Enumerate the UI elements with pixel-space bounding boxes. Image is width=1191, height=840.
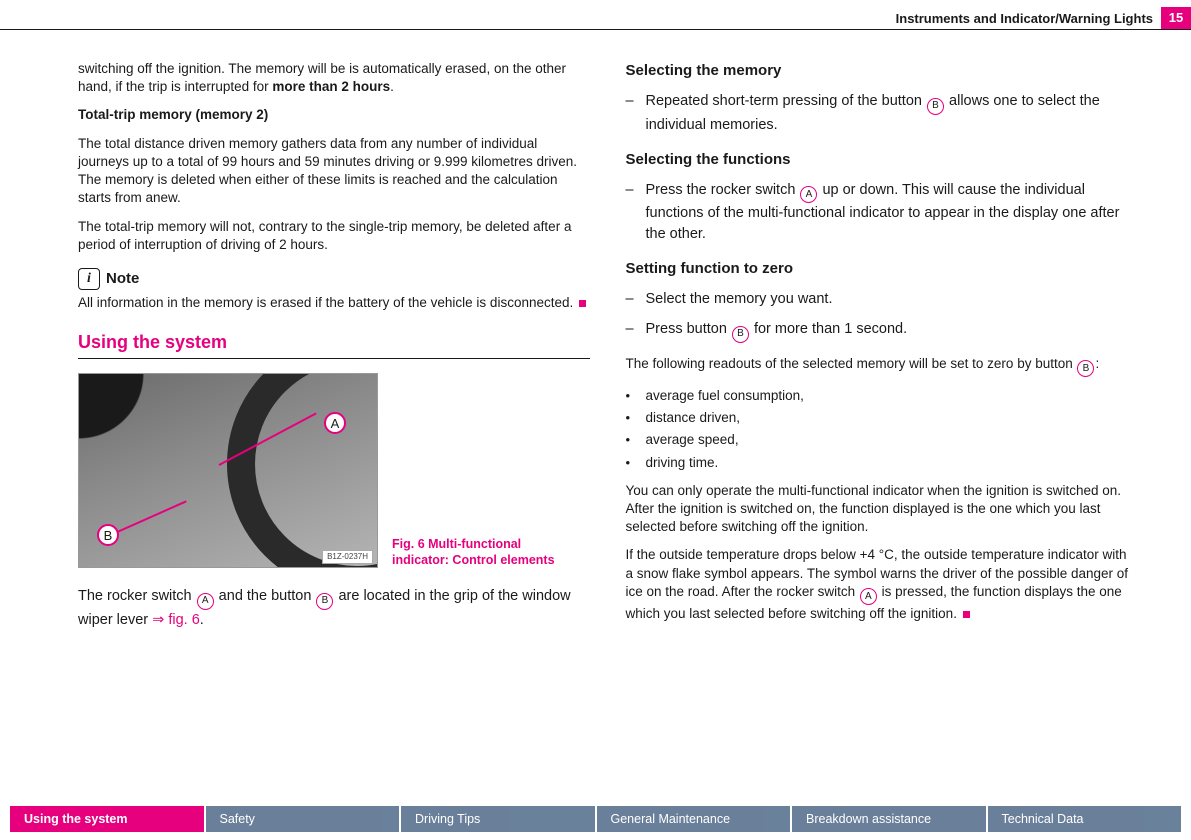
text: Repeated short-term pressing of the butt… [646, 91, 1138, 135]
note-label: Note [106, 269, 139, 289]
right-column: Selecting the memory – Repeated short-te… [626, 60, 1138, 780]
left-column: switching off the ignition. The memory w… [78, 60, 590, 780]
label-b-icon: B [316, 593, 333, 610]
subheading: Selecting the memory [626, 60, 1138, 81]
bullet-icon: • [626, 409, 634, 427]
list-item: • average fuel consumption, [626, 387, 1138, 405]
figure-image: A B B1Z-0237H [78, 373, 378, 568]
text: The following readouts of the selected m… [626, 356, 1077, 371]
list-item: • distance driven, [626, 409, 1138, 427]
label-b-icon: B [927, 98, 944, 115]
label-a-icon: A [800, 186, 817, 203]
subheading: Setting function to zero [626, 258, 1138, 279]
end-square-icon [963, 611, 970, 618]
text: Press the rocker switch [646, 182, 800, 198]
callout-line [115, 501, 187, 535]
page-number: 15 [1161, 7, 1191, 29]
end-square-icon [579, 300, 586, 307]
tab-breakdown-assistance[interactable]: Breakdown assistance [792, 806, 986, 832]
para: If the outside temperature drops below +… [626, 546, 1138, 623]
bullet-icon: • [626, 431, 634, 449]
info-icon: i [78, 268, 100, 290]
label-a-icon: A [197, 593, 214, 610]
para: The following readouts of the selected m… [626, 355, 1138, 377]
para: The rocker switch A and the button B are… [78, 586, 590, 630]
text: Repeated short-term pressing of the butt… [646, 93, 927, 109]
figure: A B B1Z-0237H Fig. 6 Multi-functional in… [78, 373, 590, 568]
list-item: – Press the rocker switch A up or down. … [626, 180, 1138, 244]
arrow-icon: ⇒ [152, 612, 168, 628]
tab-technical-data[interactable]: Technical Data [988, 806, 1182, 832]
section-title: Instruments and Indicator/Warning Lights [896, 11, 1153, 26]
list-item: • average speed, [626, 431, 1138, 449]
bullet-icon: • [626, 454, 634, 472]
para: switching off the ignition. The memory w… [78, 60, 590, 96]
tab-general-maintenance[interactable]: General Maintenance [597, 806, 791, 832]
text: Press the rocker switch A up or down. Th… [646, 180, 1138, 244]
note-heading: i Note [78, 268, 590, 290]
list-item: – Press button B for more than 1 second. [626, 319, 1138, 343]
steering-wheel-graphic [227, 373, 378, 568]
callout-b: B [97, 524, 119, 546]
text: average fuel consumption, [646, 387, 804, 405]
text: : [1095, 356, 1099, 371]
figure-ref: B1Z-0237H [322, 550, 373, 565]
para: The total-trip memory will not, contrary… [78, 218, 590, 254]
text: and the button [215, 588, 316, 604]
tab-safety[interactable]: Safety [206, 806, 400, 832]
tab-using-system[interactable]: Using the system [10, 806, 204, 832]
label-a-icon: A [860, 588, 877, 605]
list-item: – Repeated short-term pressing of the bu… [626, 91, 1138, 135]
text: All information in the memory is erased … [78, 295, 573, 310]
para: You can only operate the multi-functiona… [626, 482, 1138, 537]
text: driving time. [646, 454, 719, 472]
text: Select the memory you want. [646, 289, 833, 309]
dashboard-graphic [79, 374, 179, 474]
figure-caption: Fig. 6 Multi-functional indicator: Contr… [392, 536, 562, 569]
dash-bullet-icon: – [626, 319, 636, 343]
text: Press button [646, 321, 731, 337]
para: The total distance driven memory gathers… [78, 135, 590, 208]
text: for more than 1 second. [750, 321, 907, 337]
label-b-icon: B [1077, 360, 1094, 377]
text: . [200, 612, 204, 628]
tab-driving-tips[interactable]: Driving Tips [401, 806, 595, 832]
dash-bullet-icon: – [626, 91, 636, 135]
label-b-icon: B [732, 326, 749, 343]
list-item: • driving time. [626, 454, 1138, 472]
dash-bullet-icon: – [626, 180, 636, 244]
text: Press button B for more than 1 second. [646, 319, 908, 343]
subheading: Total-trip memory (memory 2) [78, 106, 590, 124]
text: . [390, 79, 394, 94]
footer-tabs: Using the system Safety Driving Tips Gen… [10, 806, 1181, 832]
text: average speed, [646, 431, 739, 449]
bullet-icon: • [626, 387, 634, 405]
page-content: switching off the ignition. The memory w… [78, 60, 1137, 780]
subheading: Selecting the functions [626, 149, 1138, 170]
page-header: Instruments and Indicator/Warning Lights… [0, 10, 1191, 30]
list-item: – Select the memory you want. [626, 289, 1138, 309]
section-heading: Using the system [78, 330, 590, 359]
text: The rocker switch [78, 588, 196, 604]
fig-link[interactable]: fig. 6 [168, 612, 199, 628]
text: distance driven, [646, 409, 741, 427]
dash-bullet-icon: – [626, 289, 636, 309]
text-bold: more than 2 hours [272, 79, 390, 94]
note-text: All information in the memory is erased … [78, 294, 590, 312]
